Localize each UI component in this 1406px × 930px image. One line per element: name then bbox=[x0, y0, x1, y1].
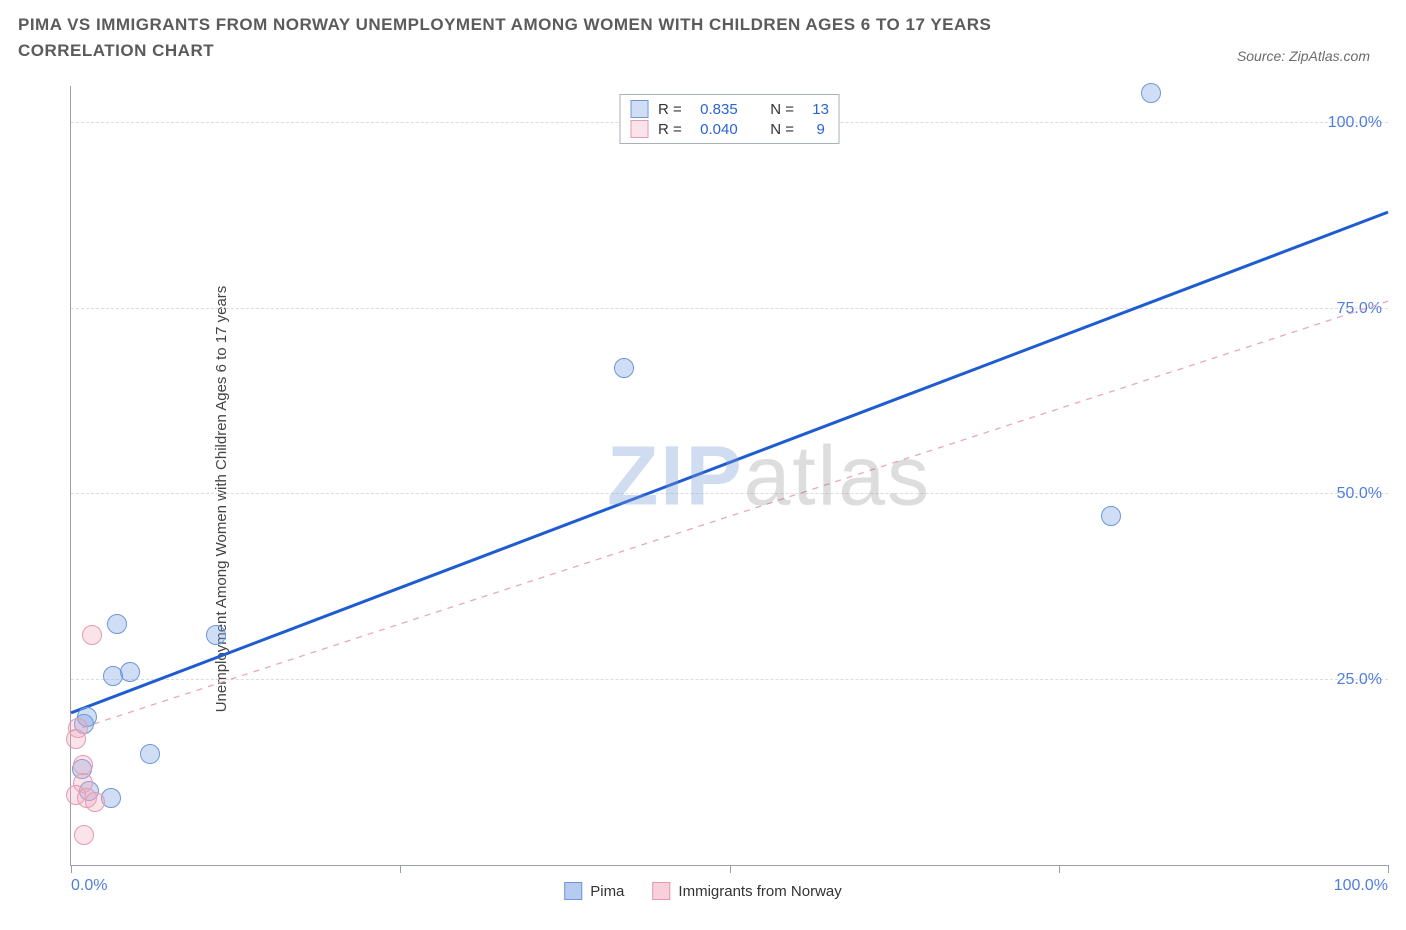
legend-n-value: 9 bbox=[812, 121, 825, 138]
data-point bbox=[614, 358, 634, 378]
trend-line bbox=[71, 212, 1388, 713]
x-tick-label: 0.0% bbox=[71, 877, 107, 895]
data-point bbox=[1101, 506, 1121, 526]
plot-region: 25.0%50.0%75.0%100.0%0.0%100.0% ZIPatlas… bbox=[70, 86, 1388, 866]
chart-area: Unemployment Among Women with Children A… bbox=[18, 86, 1388, 912]
legend-swatch bbox=[652, 882, 670, 900]
legend-stats-row: R = 0.835 N = 13 bbox=[628, 99, 831, 119]
x-tick bbox=[71, 865, 72, 873]
data-point bbox=[206, 625, 226, 645]
x-tick-label: 100.0% bbox=[1334, 877, 1388, 895]
legend-item: Immigrants from Norway bbox=[652, 882, 841, 900]
legend-label: Immigrants from Norway bbox=[678, 883, 841, 900]
data-point bbox=[103, 666, 123, 686]
legend-r-label: R = bbox=[658, 121, 690, 138]
legend-stats-row: R = 0.040 N = 9 bbox=[628, 119, 831, 139]
chart-header: PIMA VS IMMIGRANTS FROM NORWAY UNEMPLOYM… bbox=[18, 12, 1388, 65]
data-point bbox=[1141, 83, 1161, 103]
legend-swatch bbox=[564, 882, 582, 900]
x-tick bbox=[1388, 865, 1389, 873]
trend-lines bbox=[71, 86, 1388, 865]
legend-r-value: 0.835 bbox=[700, 101, 738, 118]
source-label: Source: ZipAtlas.com bbox=[1237, 48, 1370, 64]
data-point bbox=[120, 662, 140, 682]
x-tick bbox=[400, 865, 401, 873]
legend-item: Pima bbox=[564, 882, 624, 900]
legend-r-value: 0.040 bbox=[700, 121, 738, 138]
data-point bbox=[82, 625, 102, 645]
x-tick bbox=[730, 865, 731, 873]
data-point bbox=[74, 825, 94, 845]
legend-n-value: 13 bbox=[812, 101, 829, 118]
legend-label: Pima bbox=[590, 883, 624, 900]
data-point bbox=[140, 744, 160, 764]
legend-swatch bbox=[630, 100, 648, 118]
chart-title: PIMA VS IMMIGRANTS FROM NORWAY UNEMPLOYM… bbox=[18, 12, 1118, 65]
x-tick bbox=[1059, 865, 1060, 873]
legend-n-label: N = bbox=[770, 121, 802, 138]
legend-series: Pima Immigrants from Norway bbox=[564, 882, 842, 900]
legend-n-label: N = bbox=[770, 101, 802, 118]
legend-r-label: R = bbox=[658, 101, 690, 118]
legend-stats: R = 0.835 N = 13R = 0.040 N = 9 bbox=[619, 94, 840, 144]
data-point bbox=[73, 755, 93, 775]
data-point bbox=[107, 614, 127, 634]
legend-swatch bbox=[630, 120, 648, 138]
trend-line bbox=[71, 301, 1388, 731]
data-point bbox=[66, 729, 86, 749]
data-point bbox=[85, 792, 105, 812]
